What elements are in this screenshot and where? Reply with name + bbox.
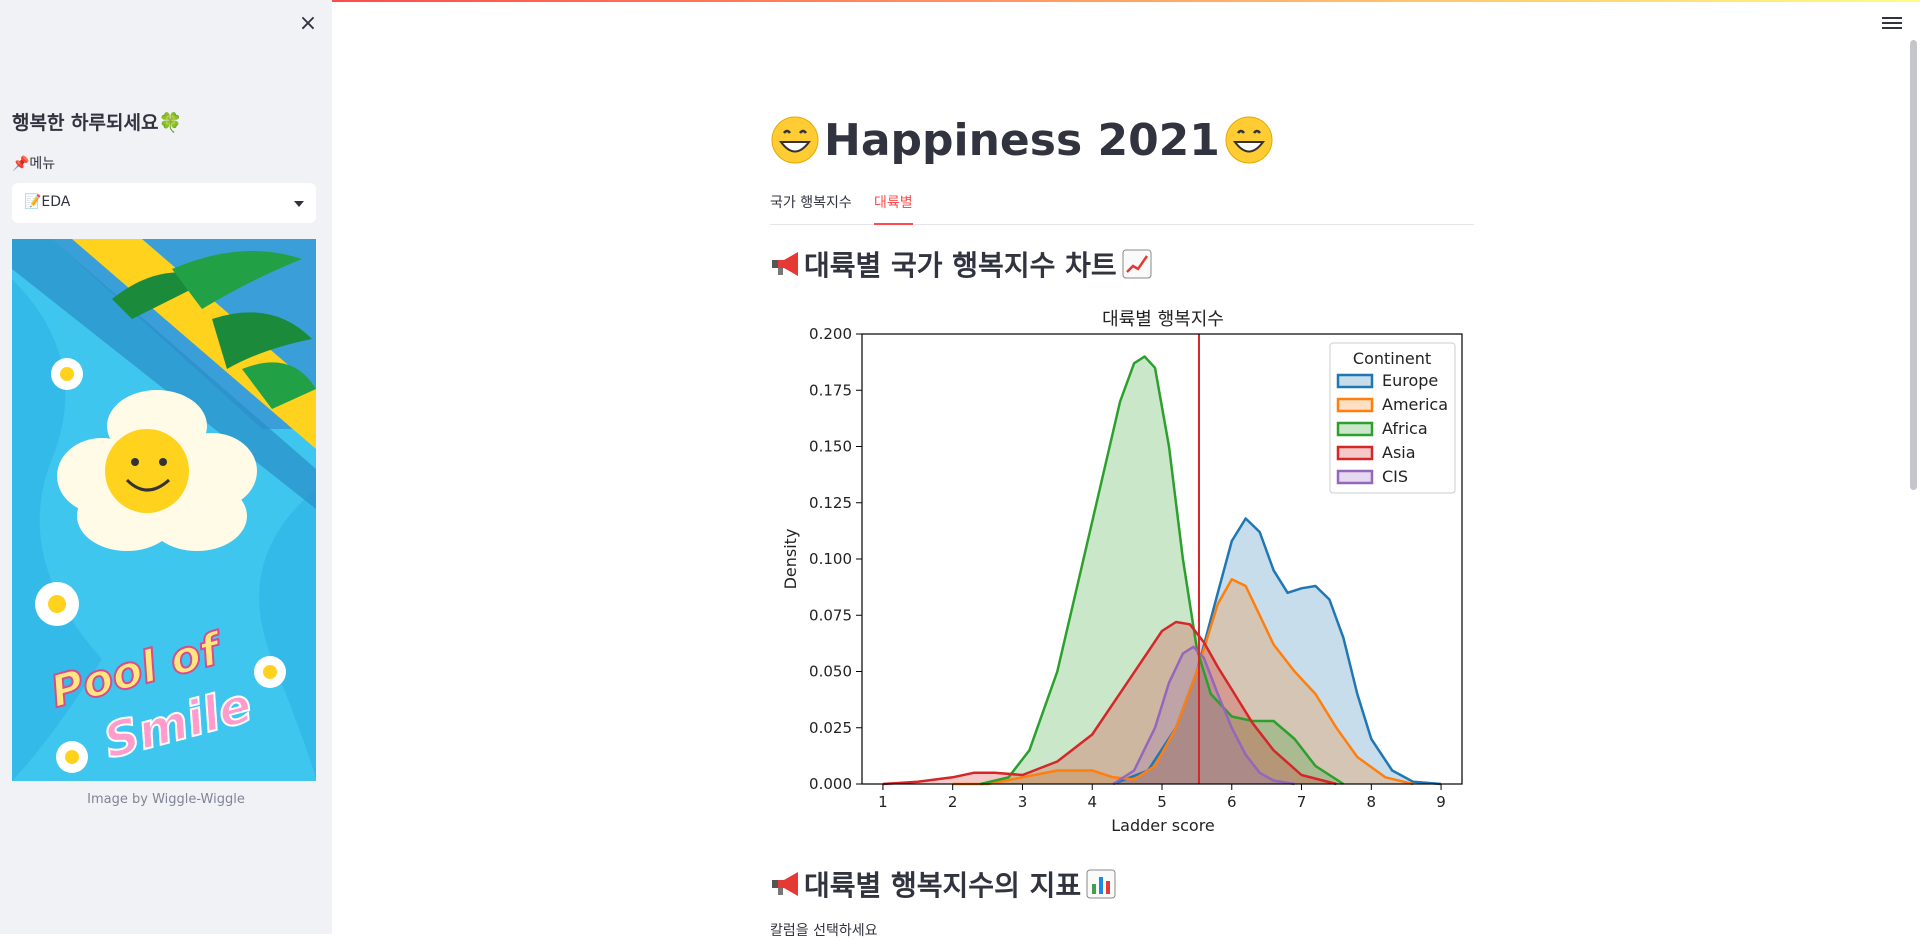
- column-select-label: 칼럼을 선택하세요: [770, 923, 878, 939]
- y-tick-label: 0.125: [809, 494, 852, 512]
- legend-swatch-africa: [1336, 421, 1374, 437]
- x-tick-label: 9: [1436, 793, 1446, 811]
- series-area-europe: [1113, 518, 1442, 784]
- tab-bar: 국가 행복지수 대륙별: [770, 190, 1474, 225]
- series-line-africa: [980, 355, 1345, 786]
- chart-legend: Continent Europe America Africa Asia CIS: [1329, 342, 1456, 494]
- page-title: Happiness 2021: [770, 110, 1274, 170]
- sidebar-image: Pool of Smile: [12, 239, 316, 781]
- section-heading-chart: 대륙별 국가 행복지수 차트: [770, 244, 1153, 284]
- menu-select-value: 📝EDA: [24, 194, 71, 210]
- x-tick-label: 3: [1018, 793, 1028, 811]
- series-area-america: [952, 579, 1414, 784]
- series-line-asia: [882, 620, 1337, 786]
- y-axis-label: Density: [781, 529, 800, 590]
- y-tick-label: 0.050: [809, 663, 852, 681]
- x-tick-label: 8: [1367, 793, 1377, 811]
- legend-swatch-cis: [1336, 469, 1374, 485]
- y-tick-label: 0.000: [809, 775, 852, 793]
- legend-title: Continent: [1353, 349, 1431, 368]
- series-line-cis: [1112, 645, 1295, 786]
- x-tick-label: 2: [948, 793, 958, 811]
- legend-label-europe: Europe: [1382, 371, 1438, 390]
- legend-swatch-asia: [1336, 445, 1374, 461]
- top-decoration-line: [332, 0, 1920, 2]
- y-tick-label: 0.025: [809, 719, 852, 737]
- chevron-down-icon[interactable]: [294, 201, 304, 207]
- x-tick-label: 4: [1087, 793, 1097, 811]
- legend-label-africa: Africa: [1382, 419, 1428, 438]
- sidebar-title: 행복한 하루되세요🍀: [12, 112, 183, 134]
- menu-label: 📌메뉴: [12, 156, 56, 172]
- bar-chart-icon: [1086, 869, 1116, 899]
- image-caption: Image by Wiggle-Wiggle: [87, 792, 245, 807]
- x-axis-label: Ladder score: [1111, 816, 1215, 835]
- section-heading-indicators: 대륙별 행복지수의 지표: [770, 864, 1117, 904]
- legend-label-cis: CIS: [1382, 467, 1408, 486]
- sidebar: × 행복한 하루되세요🍀 📌메뉴 📝EDA: [0, 0, 332, 934]
- scrollbar[interactable]: [1910, 40, 1917, 490]
- megaphone-icon: [772, 252, 798, 276]
- legend-label-asia: Asia: [1382, 443, 1416, 462]
- tab-by-continent[interactable]: 대륙별: [874, 192, 913, 225]
- hamburger-menu-icon[interactable]: [1882, 14, 1902, 34]
- section-heading-indicators-text: 대륙별 행복지수의 지표: [804, 869, 1082, 902]
- page-title-text: Happiness 2021: [824, 114, 1220, 166]
- legend-swatch-europe: [1336, 373, 1374, 389]
- legend-swatch-america: [1336, 397, 1374, 413]
- y-tick-label: 0.200: [809, 325, 852, 343]
- menu-select[interactable]: 📝EDA: [12, 183, 316, 223]
- chart-increasing-icon: [1122, 249, 1152, 279]
- series-area-asia: [882, 622, 1337, 784]
- section-heading-chart-text: 대륙별 국가 행복지수 차트: [804, 249, 1117, 282]
- x-tick-label: 7: [1297, 793, 1307, 811]
- chart-title: 대륙별 행복지수: [1102, 309, 1224, 330]
- grinning-face-icon: [771, 116, 819, 164]
- tab-country-happiness[interactable]: 국가 행복지수: [770, 195, 852, 211]
- y-tick-label: 0.100: [809, 550, 852, 568]
- x-tick-label: 5: [1157, 793, 1167, 811]
- x-tick-label: 6: [1227, 793, 1237, 811]
- series-line-america: [952, 578, 1414, 786]
- x-tick-label: 1: [878, 793, 888, 811]
- y-tick-label: 0.075: [809, 606, 852, 624]
- close-sidebar-button[interactable]: ×: [298, 11, 318, 36]
- megaphone-icon: [772, 872, 798, 896]
- y-tick-label: 0.150: [809, 438, 852, 456]
- legend-label-america: America: [1382, 395, 1448, 414]
- series-area-africa: [980, 356, 1344, 784]
- series-area-cis: [1113, 646, 1295, 784]
- grinning-face-icon: [1225, 116, 1273, 164]
- kde-chart: 대륙별 행복지수 1 2 3 4 5 6 7 8 9 0.000 0.025 0.050 0.075 0…: [781, 309, 1463, 835]
- y-tick-label: 0.175: [809, 381, 852, 399]
